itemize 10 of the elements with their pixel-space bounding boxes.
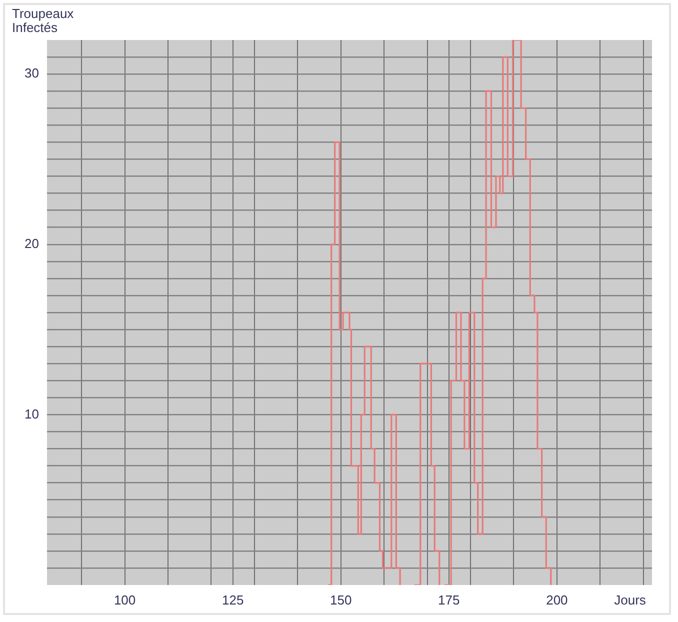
y-tick-label: 30 bbox=[24, 66, 39, 81]
x-tick-label: 125 bbox=[222, 592, 244, 608]
x-tick-label: 100 bbox=[114, 592, 136, 608]
x-axis-title: Jours bbox=[614, 592, 646, 608]
x-tick-label: 175 bbox=[438, 592, 460, 608]
x-tick-label: 150 bbox=[330, 592, 352, 608]
x-tick-label: 200 bbox=[546, 592, 568, 608]
y-tick-label: 20 bbox=[24, 236, 39, 251]
y-axis-title: Troupeaux Infectés bbox=[12, 6, 74, 36]
y-tick-label: 10 bbox=[24, 406, 39, 422]
